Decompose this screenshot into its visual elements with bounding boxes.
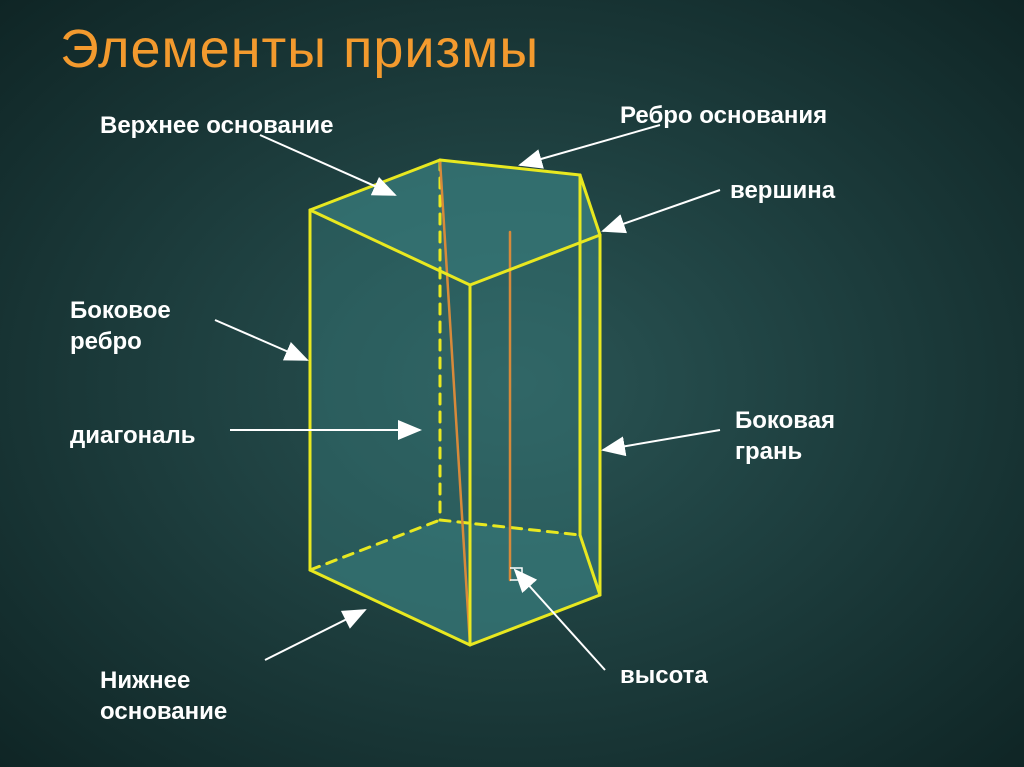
page-title: Элементы призмы — [60, 18, 539, 80]
label-height: высота — [620, 660, 708, 691]
label-base-edge: Ребро основания — [620, 100, 827, 131]
label-vertex: вершина — [730, 175, 835, 206]
label-diagonal: диагональ — [70, 420, 196, 451]
label-top-base: Верхнее основание — [100, 110, 333, 141]
label-bottom-base: Нижнееоснование — [100, 665, 227, 727]
label-lateral-edge: Боковоеребро — [70, 295, 171, 357]
label-lateral-face: Боковаягрань — [735, 405, 835, 467]
